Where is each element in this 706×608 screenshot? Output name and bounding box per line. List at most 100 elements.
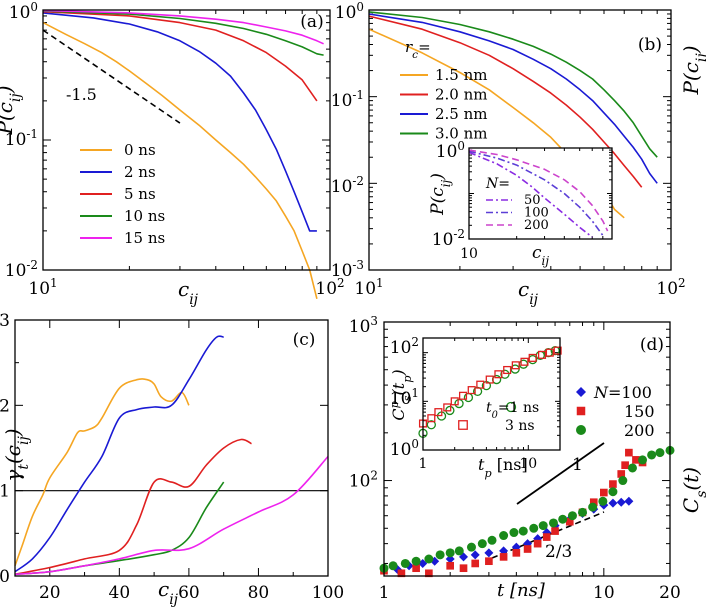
panel-d-point <box>518 526 528 536</box>
panel-c-xlabel-part: c <box>158 577 169 601</box>
panel-b-legend-label: 3.0 nm <box>435 125 488 143</box>
panel-c-xtick-label: 100 <box>312 583 344 603</box>
panel-d-point <box>435 550 445 560</box>
panel-d-point <box>509 528 519 538</box>
panel-b-inset-xtick-label-part: 10 <box>460 246 478 262</box>
panel-b-xlabel-part: c <box>518 277 529 301</box>
panel-d-inset-xlabel-part: t <box>478 455 485 474</box>
panel-d-point <box>647 450 657 460</box>
panel-d-point <box>538 521 548 531</box>
panel-d-inset-point <box>476 380 485 389</box>
panel-b-legend-label: 2.0 nm <box>435 86 488 104</box>
panel-d-ytick-label: 103 <box>349 314 378 337</box>
panel-b-ytick-label: 10-2 <box>331 174 364 197</box>
panel-b-xlabel: cij <box>518 277 539 308</box>
panel-d-point <box>609 480 617 488</box>
panel-d-point <box>558 514 568 524</box>
panel-d-point <box>470 550 480 560</box>
panel-d-xtick-label-part: 20 <box>659 583 681 603</box>
panel-a-legend-label-part: 15 ns <box>124 229 165 247</box>
panel-d-point <box>542 533 551 541</box>
panel-b-legend-title: rc= <box>405 38 431 61</box>
panel-b-xtick-label-part: 1 <box>376 276 384 290</box>
panel-d-point <box>588 502 598 512</box>
panel-b-inset-legend-title: N= <box>485 176 510 192</box>
panel-c-series-line <box>14 378 190 567</box>
panel-d-inset-xlabel-part: p <box>484 467 491 480</box>
panel-c-xtick-label-part: 80 <box>248 583 270 603</box>
panel-a-ticks <box>42 9 331 271</box>
panel-a-legend-label: 0 ns <box>124 141 156 159</box>
panel-c-xtick-label-part: 100 <box>312 583 344 603</box>
panel-c-ytick-label: 1 <box>0 482 10 502</box>
panel-a-series-line <box>42 10 318 102</box>
panel-d-inset-point <box>427 414 436 423</box>
panel-a-legend-label-part: 5 ns <box>124 185 156 203</box>
panel-a-xlabel-part: c <box>178 277 189 301</box>
panel-d-ytick-label-part: 3 <box>370 314 378 328</box>
panel-b-inset-series-line <box>468 150 604 236</box>
panel-d-ytick-label-part: 10 <box>349 472 371 492</box>
panel-d-point <box>533 539 542 548</box>
panel-b-inset-xlabel-part: c <box>532 243 542 263</box>
panel-d-point <box>638 455 648 465</box>
panel-a-xtick-label-part: 10 <box>28 279 50 299</box>
panel-a-slope-line <box>42 29 181 124</box>
panel-c-tag-part: (c) <box>293 330 316 350</box>
panel-b-legend-label-part: 1.5 nm <box>435 66 488 84</box>
panel-d-inset-ytick-label: 102 <box>390 335 419 358</box>
panel-d-point <box>618 476 628 486</box>
panel-d-legend-label: N=100 <box>593 383 652 402</box>
panel-d-inset-ylabel-part: p <box>401 376 414 383</box>
panel-d-xtick-label-part: 10 <box>593 583 615 603</box>
panel-b-inset-legend-label: 50 <box>524 193 541 208</box>
panel-b-ytick-label-part: 0 <box>356 0 364 14</box>
panel-c-ytick-label-part: 3 <box>0 311 10 331</box>
panel-b-inset-ylabel-part: ) <box>428 173 448 181</box>
panel-d-inset-xtick-label: 10 <box>519 456 537 472</box>
panel-c-ylabel-part: (c <box>1 445 25 464</box>
panel-d-xlabel: t [ns] <box>497 580 546 601</box>
panel-b-inset-ylabel-part: P(c <box>428 187 448 216</box>
panel-b-legend-title-part: = <box>418 38 431 56</box>
panel-d-inset-ylabel: Cps(tp) <box>388 369 414 420</box>
panel-d-ylabel-part: (t) <box>679 467 703 491</box>
panel-a-legend-label: 5 ns <box>124 185 156 203</box>
panel-d-inset-point <box>545 348 554 357</box>
panel-b-xtick-label: 101 <box>354 276 383 299</box>
panel-d-inset-point <box>500 369 510 379</box>
panel-d-legend-marker <box>576 387 586 397</box>
panel-d-xtick-label: 20 <box>659 583 681 603</box>
panel-a-ylabel-part: P(c <box>0 102 17 135</box>
panel-a-legend-label-part: 2 ns <box>124 163 156 181</box>
panel-b-ylabel-part: ) <box>679 45 703 54</box>
panel-c-series-line <box>14 438 252 576</box>
panel-d-point <box>616 497 626 507</box>
panel-c-ytick-label: 3 <box>0 311 10 331</box>
panel-d-point <box>600 488 608 497</box>
panel-c-ytick-label-part: 0 <box>0 567 10 587</box>
panel-d-inset-ylabel-part: p <box>388 401 401 408</box>
panel-d-inset-frame <box>422 337 561 451</box>
panel-d-inset-ytick-label-part: 2 <box>411 335 419 349</box>
panel-d-inset-point <box>494 370 503 379</box>
panel-a-ytick-label-part: 0 <box>30 0 38 14</box>
panel-d-ylabel: Cs(t) <box>679 467 706 513</box>
panel-d-inset-legend-label-part: t <box>486 400 492 416</box>
panel-a-xlabel: cij <box>178 277 199 308</box>
panel-b-inset-legend-label: 100 <box>524 206 549 221</box>
panel-d-point <box>477 539 487 549</box>
panel-c-ylabel-part: t <box>16 464 32 470</box>
panel-d-ylabel-part: s <box>694 491 706 498</box>
panel-d-point <box>565 517 574 526</box>
panel-c-tag: (c) <box>293 330 316 350</box>
panel-a-ytick-label: 10-1 <box>5 127 38 150</box>
panel-b-inset-ytick-label-part: -2 <box>453 227 465 241</box>
panel-a-xtick-label: 102 <box>315 276 344 299</box>
panel-d-inset-ylabel-part: (t <box>389 382 408 395</box>
panel-b-ylabel: P(cij) <box>679 45 706 95</box>
panel-d-inset-ytick-label: 100 <box>390 437 419 460</box>
panel-d-point <box>485 557 493 566</box>
